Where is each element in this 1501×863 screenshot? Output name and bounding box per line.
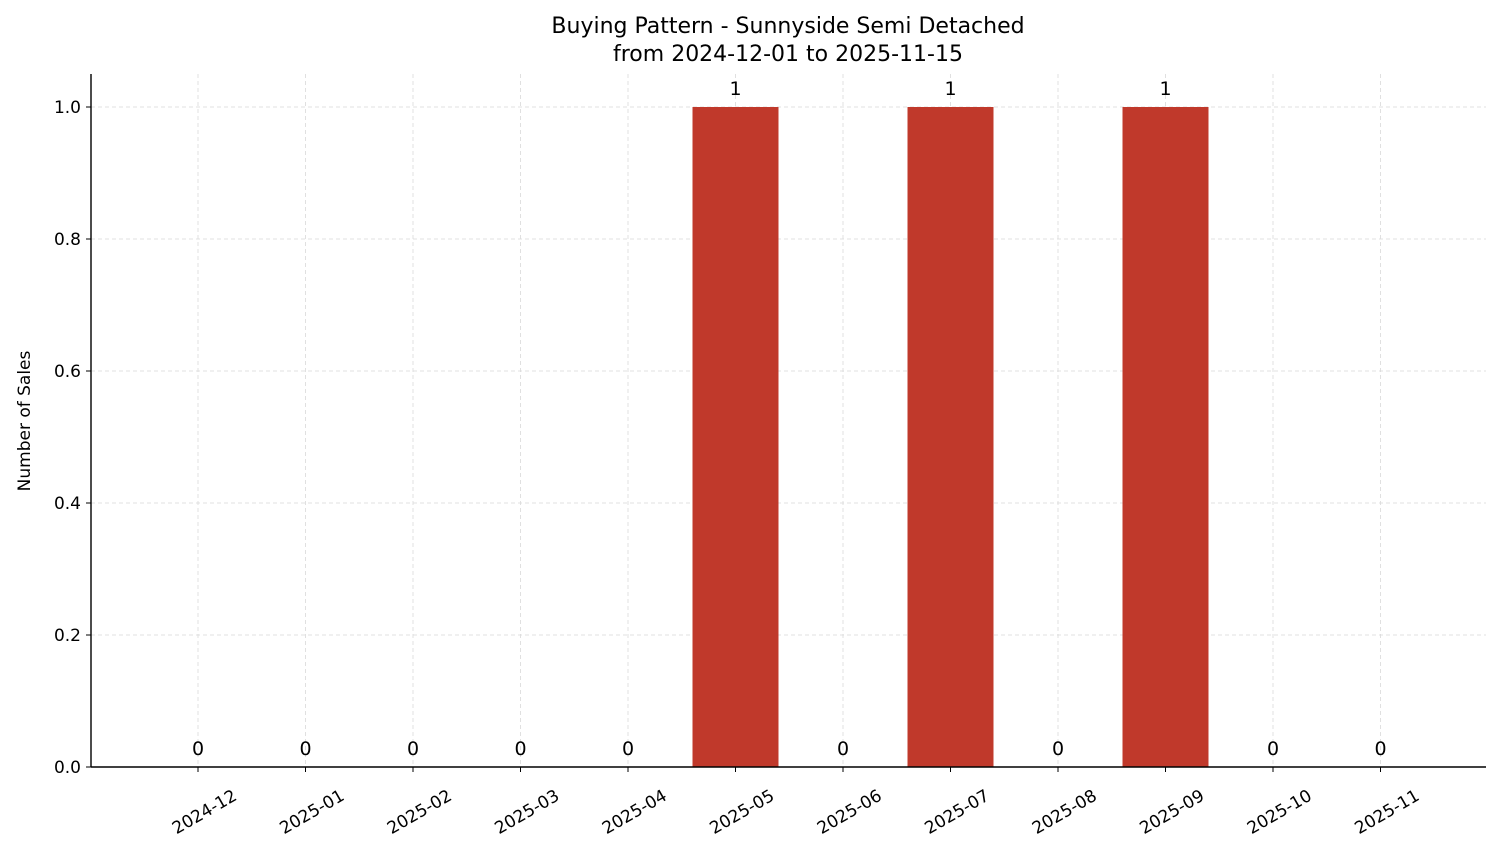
data-label-2025-07: 1 — [944, 78, 956, 100]
x-tick-label: 2025-06 — [814, 786, 886, 839]
y-axis-label: Number of Sales — [15, 350, 35, 491]
x-tick-label: 2025-03 — [491, 786, 563, 839]
data-label-2025-02: 0 — [407, 738, 419, 760]
chart-title: Buying Pattern - Sunnyside Semi Detached — [551, 14, 1024, 39]
x-tick-label: 2025-02 — [384, 786, 456, 839]
x-tick-label: 2025-10 — [1244, 786, 1316, 839]
y-ticks: 0.0 0.2 0.4 0.6 0.8 1.0 — [54, 98, 91, 778]
y-tick-label: 0.4 — [54, 494, 81, 514]
y-tick-label: 0.2 — [54, 626, 81, 646]
bar-2025-07 — [907, 107, 994, 767]
y-tick-label: 0.8 — [54, 230, 81, 250]
x-tick-label: 2025-04 — [599, 786, 671, 839]
x-tick-label: 2025-01 — [276, 786, 348, 839]
data-labels: 0 0 0 0 0 1 0 1 0 1 0 0 — [192, 78, 1387, 760]
data-label-2025-08: 0 — [1052, 738, 1064, 760]
data-label-2025-06: 0 — [837, 738, 849, 760]
grid-lines — [91, 74, 1486, 768]
y-tick-label: 0.6 — [54, 362, 81, 382]
x-tick-label: 2025-09 — [1136, 786, 1208, 839]
data-label-2025-10: 0 — [1267, 738, 1279, 760]
bar-2025-05 — [692, 107, 779, 767]
y-tick-label: 1.0 — [54, 98, 81, 118]
x-tick-label: 2025-07 — [921, 786, 993, 839]
bar-2025-09 — [1122, 107, 1209, 767]
data-label-2025-01: 0 — [299, 738, 311, 760]
y-tick-label: 0.0 — [54, 758, 81, 778]
x-tick-label: 2025-11 — [1351, 786, 1423, 839]
data-label-2025-09: 1 — [1159, 78, 1171, 100]
x-tick-label: 2025-08 — [1029, 786, 1101, 839]
x-ticks: 2024-12 2025-01 2025-02 2025-03 2025-04 2025-… — [169, 767, 1423, 839]
bars — [692, 107, 1209, 767]
data-label-2025-11: 0 — [1374, 738, 1386, 760]
data-label-2025-04: 0 — [622, 738, 634, 760]
data-label-2025-05: 1 — [729, 78, 741, 100]
chart-subtitle: from 2024-12-01 to 2025-11-15 — [613, 42, 963, 67]
data-label-2025-03: 0 — [514, 738, 526, 760]
x-tick-label: 2024-12 — [169, 786, 241, 839]
x-tick-label: 2025-05 — [706, 786, 778, 839]
axes — [90, 74, 1486, 768]
data-label-2024-12: 0 — [192, 738, 204, 760]
